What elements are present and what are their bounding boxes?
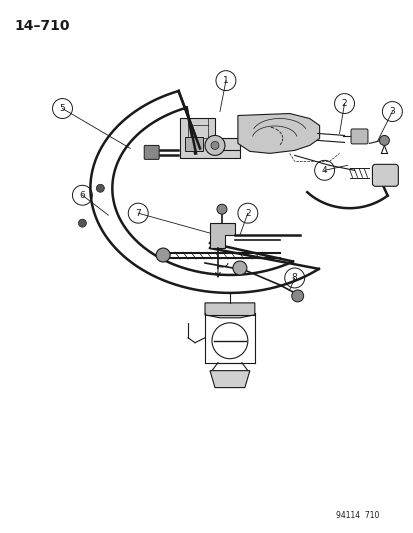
Text: 2: 2 bbox=[341, 99, 347, 108]
Text: 14–710: 14–710 bbox=[14, 19, 70, 33]
Circle shape bbox=[96, 184, 104, 192]
Text: 3: 3 bbox=[389, 107, 394, 116]
Circle shape bbox=[233, 261, 246, 275]
Circle shape bbox=[204, 135, 224, 156]
FancyBboxPatch shape bbox=[350, 129, 367, 144]
Polygon shape bbox=[180, 118, 239, 158]
Polygon shape bbox=[209, 370, 249, 387]
Polygon shape bbox=[204, 303, 254, 318]
Text: 8: 8 bbox=[291, 273, 297, 282]
Circle shape bbox=[216, 204, 226, 214]
Circle shape bbox=[378, 135, 389, 146]
Circle shape bbox=[156, 248, 170, 262]
Text: 5: 5 bbox=[59, 104, 65, 113]
Text: 4: 4 bbox=[321, 166, 327, 175]
FancyBboxPatch shape bbox=[185, 138, 202, 151]
Text: 7: 7 bbox=[135, 209, 141, 217]
Text: 6: 6 bbox=[79, 191, 85, 200]
FancyBboxPatch shape bbox=[144, 146, 159, 159]
Polygon shape bbox=[209, 223, 234, 248]
Circle shape bbox=[291, 290, 303, 302]
FancyBboxPatch shape bbox=[372, 164, 397, 186]
Circle shape bbox=[78, 219, 86, 227]
Circle shape bbox=[211, 141, 218, 149]
Text: 2: 2 bbox=[244, 209, 250, 217]
Text: 1: 1 bbox=[223, 76, 228, 85]
Text: 94114  710: 94114 710 bbox=[335, 511, 378, 520]
Polygon shape bbox=[237, 114, 319, 154]
